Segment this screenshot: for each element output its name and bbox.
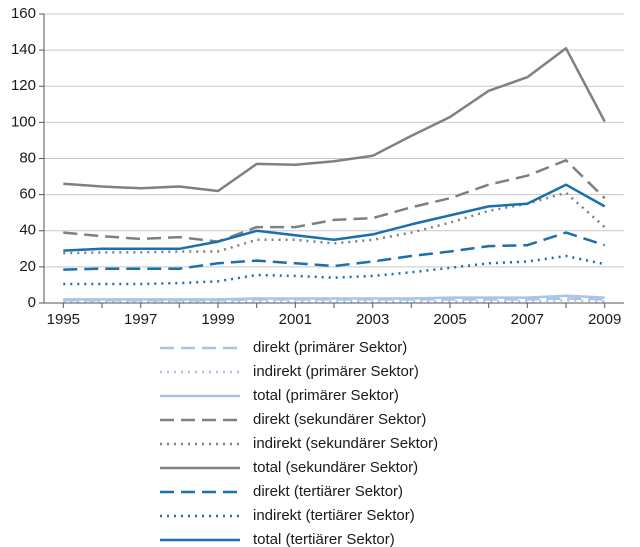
legend-label: direkt (tertiärer Sektor)	[253, 483, 403, 500]
y-tick-label: 20	[19, 258, 36, 275]
y-tick-label: 140	[11, 41, 36, 58]
series-line	[63, 231, 606, 271]
x-tick-label: 2003	[356, 311, 389, 328]
y-tick-label: 160	[11, 5, 36, 22]
series-line	[63, 159, 606, 243]
series-line	[63, 254, 605, 286]
legend-label: indirekt (sekundärer Sektor)	[253, 435, 438, 452]
legend-label: total (tertiärer Sektor)	[253, 531, 395, 547]
series-line	[63, 294, 605, 301]
y-tick-label: 60	[19, 186, 36, 203]
y-tick-label: 40	[19, 222, 36, 239]
x-tick-label: 1999	[201, 311, 234, 328]
x-tick-label: 1995	[47, 311, 80, 328]
y-tick-label: 120	[11, 77, 36, 94]
x-tick-label: 2007	[511, 311, 544, 328]
x-tick-label: 2001	[279, 311, 312, 328]
legend-label: indirekt (tertiärer Sektor)	[253, 507, 415, 524]
series-line	[63, 183, 606, 252]
x-tick-label: 2009	[588, 311, 621, 328]
legend-label: indirekt (primärer Sektor)	[253, 363, 419, 380]
series-line	[63, 47, 606, 193]
x-tick-label: 2005	[433, 311, 466, 328]
y-tick-label: 100	[11, 113, 36, 130]
legend-label: total (sekundärer Sektor)	[253, 459, 418, 476]
legend-label: total (primärer Sektor)	[253, 387, 399, 404]
y-tick-label: 80	[19, 149, 36, 166]
legend-label: direkt (sekundärer Sektor)	[253, 411, 426, 428]
x-tick-label: 1997	[124, 311, 157, 328]
legend-label: direkt (primärer Sektor)	[253, 339, 407, 356]
y-tick-label: 0	[28, 294, 36, 311]
